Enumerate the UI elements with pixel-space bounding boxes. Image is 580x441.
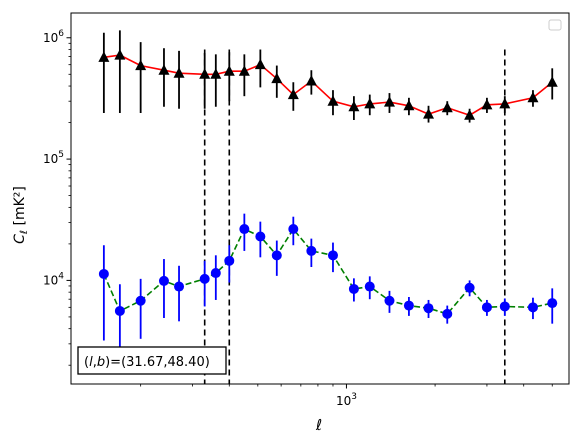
data-point-circle <box>547 298 558 309</box>
series-group <box>98 30 558 123</box>
data-point-circle <box>403 300 414 311</box>
data-point-triangle <box>546 76 558 87</box>
data-point-triangle <box>271 72 283 84</box>
data-point-triangle <box>114 49 126 60</box>
y-tick-label: 105 <box>43 150 64 166</box>
data-point-circle <box>464 282 475 293</box>
data-point-triangle <box>527 91 539 103</box>
data-point-triangle <box>481 98 493 110</box>
data-point-circle <box>255 231 266 242</box>
y-axis-label: Cℓ [mK²] <box>12 186 30 244</box>
data-point-triangle <box>305 75 317 86</box>
data-point-triangle <box>173 67 185 78</box>
data-point-triangle <box>464 109 476 120</box>
data-point-triangle <box>364 97 376 109</box>
data-point-circle <box>98 268 109 279</box>
data-point-triangle <box>135 59 147 71</box>
y-tick-label: 104 <box>43 271 64 287</box>
data-point-circle <box>364 281 375 292</box>
data-point-circle <box>499 301 510 312</box>
data-point-triangle <box>158 64 170 75</box>
data-point-triangle <box>383 96 395 107</box>
data-point-triangle <box>238 65 250 76</box>
annotation-box: (l,b)=(31.67,48.40) <box>77 346 227 375</box>
series-layer <box>98 30 558 356</box>
y-tick-label: 106 <box>43 29 64 45</box>
data-point-circle <box>306 245 317 256</box>
axis-ticks: 103 104 105 106 <box>43 29 553 408</box>
data-point-circle <box>348 283 359 294</box>
data-point-circle <box>114 305 125 316</box>
data-point-triangle <box>287 88 299 100</box>
data-point-triangle <box>441 101 453 113</box>
data-point-circle <box>423 303 434 314</box>
data-point-triangle <box>348 100 360 112</box>
data-point-triangle <box>327 95 339 106</box>
data-point-circle <box>135 295 146 306</box>
series-group <box>98 213 558 356</box>
data-point-triangle <box>423 108 435 119</box>
legend-box <box>548 19 562 31</box>
plot-frame <box>70 12 570 385</box>
data-point-triangle <box>403 99 415 111</box>
data-point-circle <box>442 308 453 319</box>
data-point-circle <box>174 281 185 292</box>
data-point-circle <box>481 302 492 313</box>
data-point-circle <box>527 302 538 313</box>
data-point-circle <box>288 224 299 235</box>
data-point-circle <box>158 275 169 286</box>
data-point-triangle <box>210 68 222 79</box>
x-tick-label: 103 <box>336 392 357 408</box>
data-point-circle <box>384 295 395 306</box>
series-line <box>103 227 553 315</box>
data-point-circle <box>271 250 282 261</box>
x-axis-label: ℓ <box>315 416 322 434</box>
data-point-circle <box>210 268 221 279</box>
data-point-circle <box>239 224 250 235</box>
data-point-circle <box>199 273 210 284</box>
data-point-circle <box>224 255 235 266</box>
annotation-text: (l,b)=(31.67,48.40) <box>84 355 210 370</box>
data-point-circle <box>327 250 338 261</box>
data-point-triangle <box>254 58 266 70</box>
data-point-triangle <box>499 97 511 109</box>
data-point-triangle <box>98 51 110 62</box>
data-point-triangle <box>223 65 235 76</box>
data-point-triangle <box>199 68 211 79</box>
